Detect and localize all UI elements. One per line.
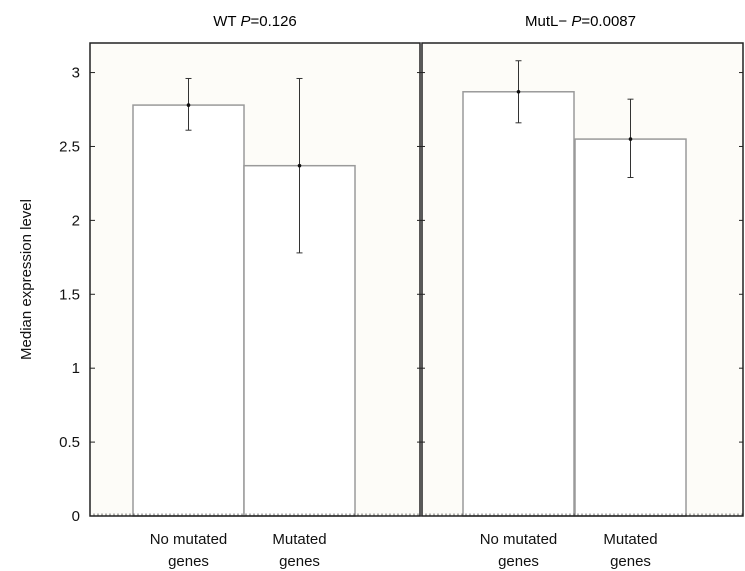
chart-marks: No mutated genes Mutated genes No mutated gen…	[59, 42, 744, 570]
y-axis-label: Median expression level	[18, 199, 35, 360]
y-tick-label: 2	[72, 212, 80, 229]
x-tick-label: Mutated	[603, 531, 657, 548]
mean-point	[628, 137, 633, 141]
bar	[574, 138, 687, 517]
panel-frame	[421, 42, 744, 517]
y-tick-label: 1.5	[59, 286, 80, 303]
panel-title-mutl: MutL− P=0.0087	[525, 13, 636, 30]
y-tick-label: 2.5	[59, 138, 80, 155]
x-tick-label: genes	[168, 553, 209, 570]
y-tick-label: 3	[72, 65, 80, 82]
x-tick-label: genes	[279, 553, 320, 570]
x-tick-label: No mutated	[150, 531, 228, 548]
x-tick-label: Mutated	[272, 531, 326, 548]
bar	[462, 91, 575, 517]
x-tick-label: genes	[498, 553, 539, 570]
panel-frame	[89, 42, 421, 517]
x-tick-label: genes	[610, 553, 651, 570]
y-tick-label: 0.5	[59, 434, 80, 451]
mean-point	[516, 89, 521, 94]
y-tick-label: 1	[72, 360, 80, 377]
mean-point	[186, 103, 191, 107]
y-tick-label: 0	[72, 508, 80, 525]
x-tick-label: No mutated	[480, 531, 558, 548]
bar	[132, 104, 245, 517]
panel-title-wt: WT P=0.126	[213, 13, 297, 30]
mean-point	[297, 163, 302, 168]
